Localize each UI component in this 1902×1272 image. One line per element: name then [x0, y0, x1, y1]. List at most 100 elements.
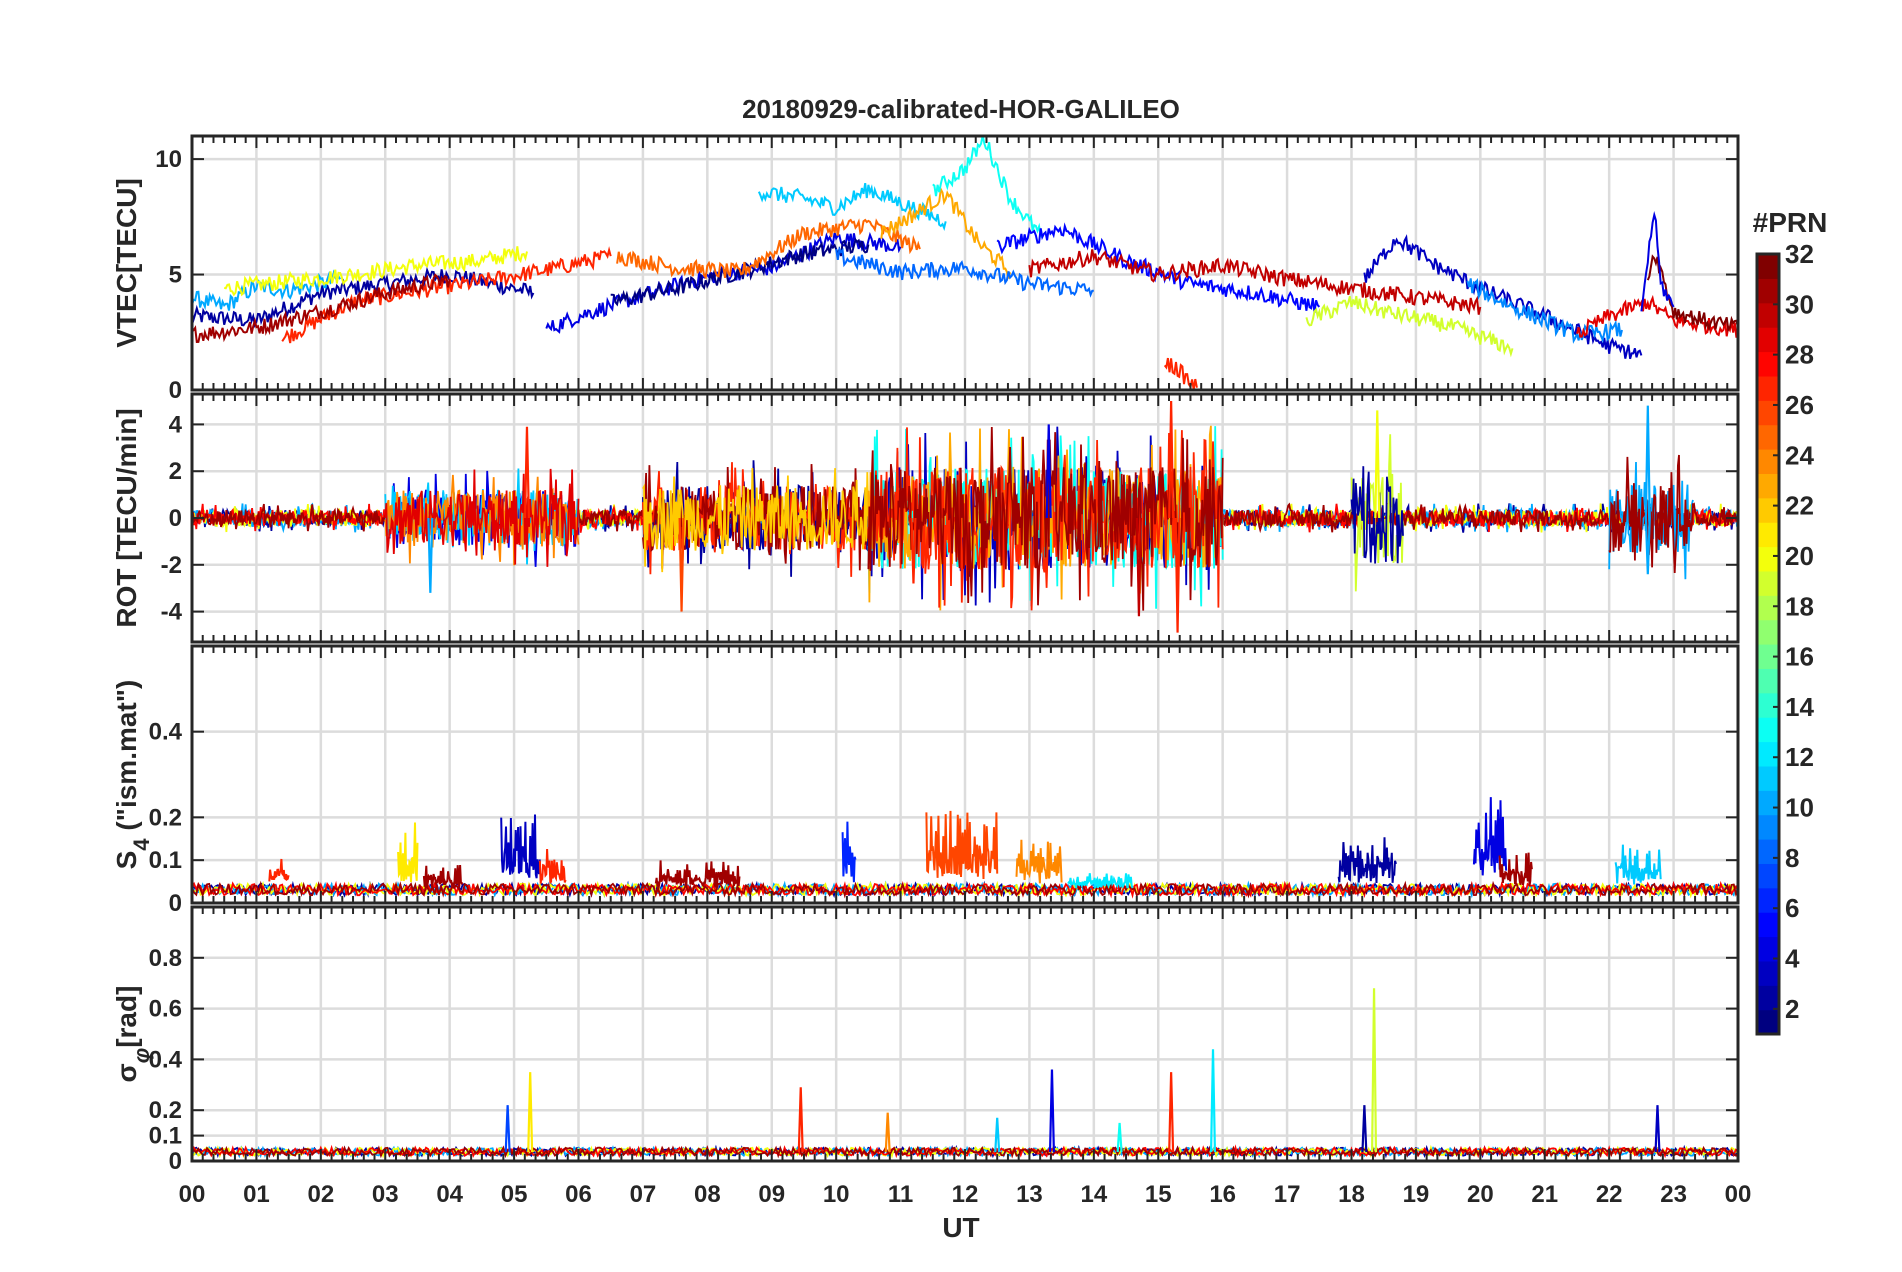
- x-tick-label: 10: [823, 1181, 850, 1208]
- s4-burst-prn-2: [1337, 837, 1397, 884]
- y-tick-label: 0.2: [149, 1097, 182, 1124]
- colorbar-segment: [1757, 765, 1779, 791]
- s4-burst-prn-26: [925, 810, 999, 880]
- x-tick-label: 22: [1596, 1181, 1623, 1208]
- rot-trace-prn-31: [867, 426, 1224, 611]
- y-axis-label: VTEC[TECU]: [111, 178, 142, 348]
- x-tick-label: 14: [1080, 1181, 1107, 1208]
- spike-prn-2: [1361, 1105, 1368, 1153]
- s4-burst-prn-11: [1614, 844, 1662, 885]
- spike-prn-21: [527, 1072, 534, 1153]
- colorbar-segment: [1757, 644, 1779, 669]
- x-ticks: [191, 646, 1739, 903]
- x-tick-label: 07: [630, 1181, 657, 1208]
- y-tick-label: 5: [169, 262, 182, 289]
- spike-prn-13: [1116, 1122, 1123, 1153]
- y-tick-label: 2: [169, 458, 182, 485]
- series-line-prn-8: [835, 246, 1094, 298]
- colorbar-tick-label: 6: [1785, 893, 1799, 923]
- colorbar-segment: [1757, 375, 1779, 401]
- spike-prn-7: [504, 1105, 511, 1153]
- spike-prn-11: [994, 1117, 1001, 1153]
- spike-prn-27: [797, 1087, 804, 1153]
- y-ticks: 00.10.2 0.4 0.6 0.8: [149, 945, 1738, 1175]
- x-tick-label: 21: [1531, 1181, 1558, 1208]
- grid: [192, 907, 1738, 1161]
- y-tick-label: 0.2: [149, 804, 182, 831]
- colorbar-segment: [1757, 351, 1779, 377]
- colorbar-tick-label: 16: [1785, 642, 1814, 672]
- x-tick-label: 00: [179, 1181, 206, 1208]
- y-axis-label-rest: ("ism.mat"): [111, 680, 142, 839]
- rot-trace-prn-29: [384, 468, 580, 567]
- colorbar-segment: [1757, 522, 1779, 548]
- grid: [192, 136, 1738, 390]
- y-tick-label: -4: [161, 599, 183, 626]
- y-tick-label: 0.1: [149, 1123, 182, 1150]
- x-tick-label: 17: [1274, 1181, 1301, 1208]
- rot-trace-prn-2: [1350, 466, 1404, 564]
- y-axis-label-main: S: [111, 851, 142, 870]
- series-line-prn-1: [610, 237, 870, 307]
- colorbar-segment: [1757, 839, 1779, 864]
- y-axis-label: σφ[rad]: [111, 986, 154, 1083]
- series-line-prn-4: [1640, 211, 1675, 312]
- colorbar-segment: [1757, 863, 1779, 889]
- y-axis-label-subscript: 4: [129, 838, 154, 851]
- x-axis-label: UT: [942, 1212, 979, 1243]
- x-tick-label: 12: [952, 1181, 979, 1208]
- y-tick-label: 10: [155, 146, 182, 173]
- s4-burst-prn-4: [1472, 797, 1508, 876]
- data-series-group: [192, 136, 1738, 390]
- colorbar-tick-label: 8: [1785, 843, 1799, 873]
- y-tick-label: 0.4: [149, 1046, 183, 1073]
- x-tick-label: 20: [1467, 1181, 1494, 1208]
- colorbar-segment: [1757, 668, 1779, 694]
- spike-prn-27: [910, 517, 917, 584]
- x-tick-label: 08: [694, 1181, 721, 1208]
- series-line-prn-3: [1363, 234, 1643, 360]
- x-ticks: [191, 907, 1739, 1161]
- series-line-prn-27: [1163, 357, 1198, 390]
- series-line-prn-32: [1646, 254, 1738, 333]
- panel-sigma-phi: 00.10.2 0.4 0.6 0.8 σφ[rad]: [111, 905, 1740, 1175]
- x-tick-label: 18: [1338, 1181, 1365, 1208]
- colorbar-segment: [1757, 814, 1779, 840]
- colorbar-segment: [1757, 546, 1779, 572]
- y-tick-label: -2: [161, 552, 182, 579]
- y-axis-label: S4 ("ism.mat"): [111, 680, 154, 870]
- spike-prn-10: [427, 517, 434, 593]
- series-line-prn-20: [224, 246, 528, 297]
- spike-prn-4: [1045, 424, 1052, 519]
- s4-burst-prn-31: [1498, 852, 1533, 887]
- colorbar-segment: [1757, 936, 1779, 962]
- x-tick-label: 15: [1145, 1181, 1172, 1208]
- s4-burst-prn-27: [268, 858, 290, 882]
- colorbar-segment: [1757, 985, 1779, 1011]
- rot-trace-prn-31: [1608, 454, 1694, 574]
- spike-prn-10: [1644, 517, 1651, 575]
- y-ticks: 0 0.1 0.2 0.4: [149, 719, 1738, 917]
- y-ticks: 0 5 10: [155, 146, 1738, 404]
- series-line-prn-19: [1305, 295, 1514, 358]
- colorbar-tick-label: 18: [1785, 591, 1814, 621]
- spike-prn-12: [1209, 1049, 1217, 1153]
- s4-burst-prn-6: [841, 821, 857, 883]
- y-tick-label: 0.8: [149, 945, 182, 972]
- colorbar-segment: [1757, 254, 1779, 279]
- colorbar-segment: [1757, 790, 1779, 816]
- spike-prn-26: [678, 517, 685, 612]
- colorbar-tick-label: 28: [1785, 340, 1814, 370]
- series-line-prn-30: [1028, 249, 1482, 315]
- x-tick-label: 02: [307, 1181, 334, 1208]
- y-axis-label-main: σ: [111, 1063, 142, 1082]
- y-tick-label: 0.6: [149, 996, 182, 1023]
- colorbar-tick-label: 4: [1785, 944, 1800, 974]
- colorbar-tick-label: 24: [1785, 440, 1814, 470]
- x-tick-label: 23: [1660, 1181, 1687, 1208]
- y-axis-label-subscript: φ: [129, 1048, 154, 1063]
- s4-burst-prn-21: [397, 822, 419, 883]
- x-tick-label: 13: [1016, 1181, 1043, 1208]
